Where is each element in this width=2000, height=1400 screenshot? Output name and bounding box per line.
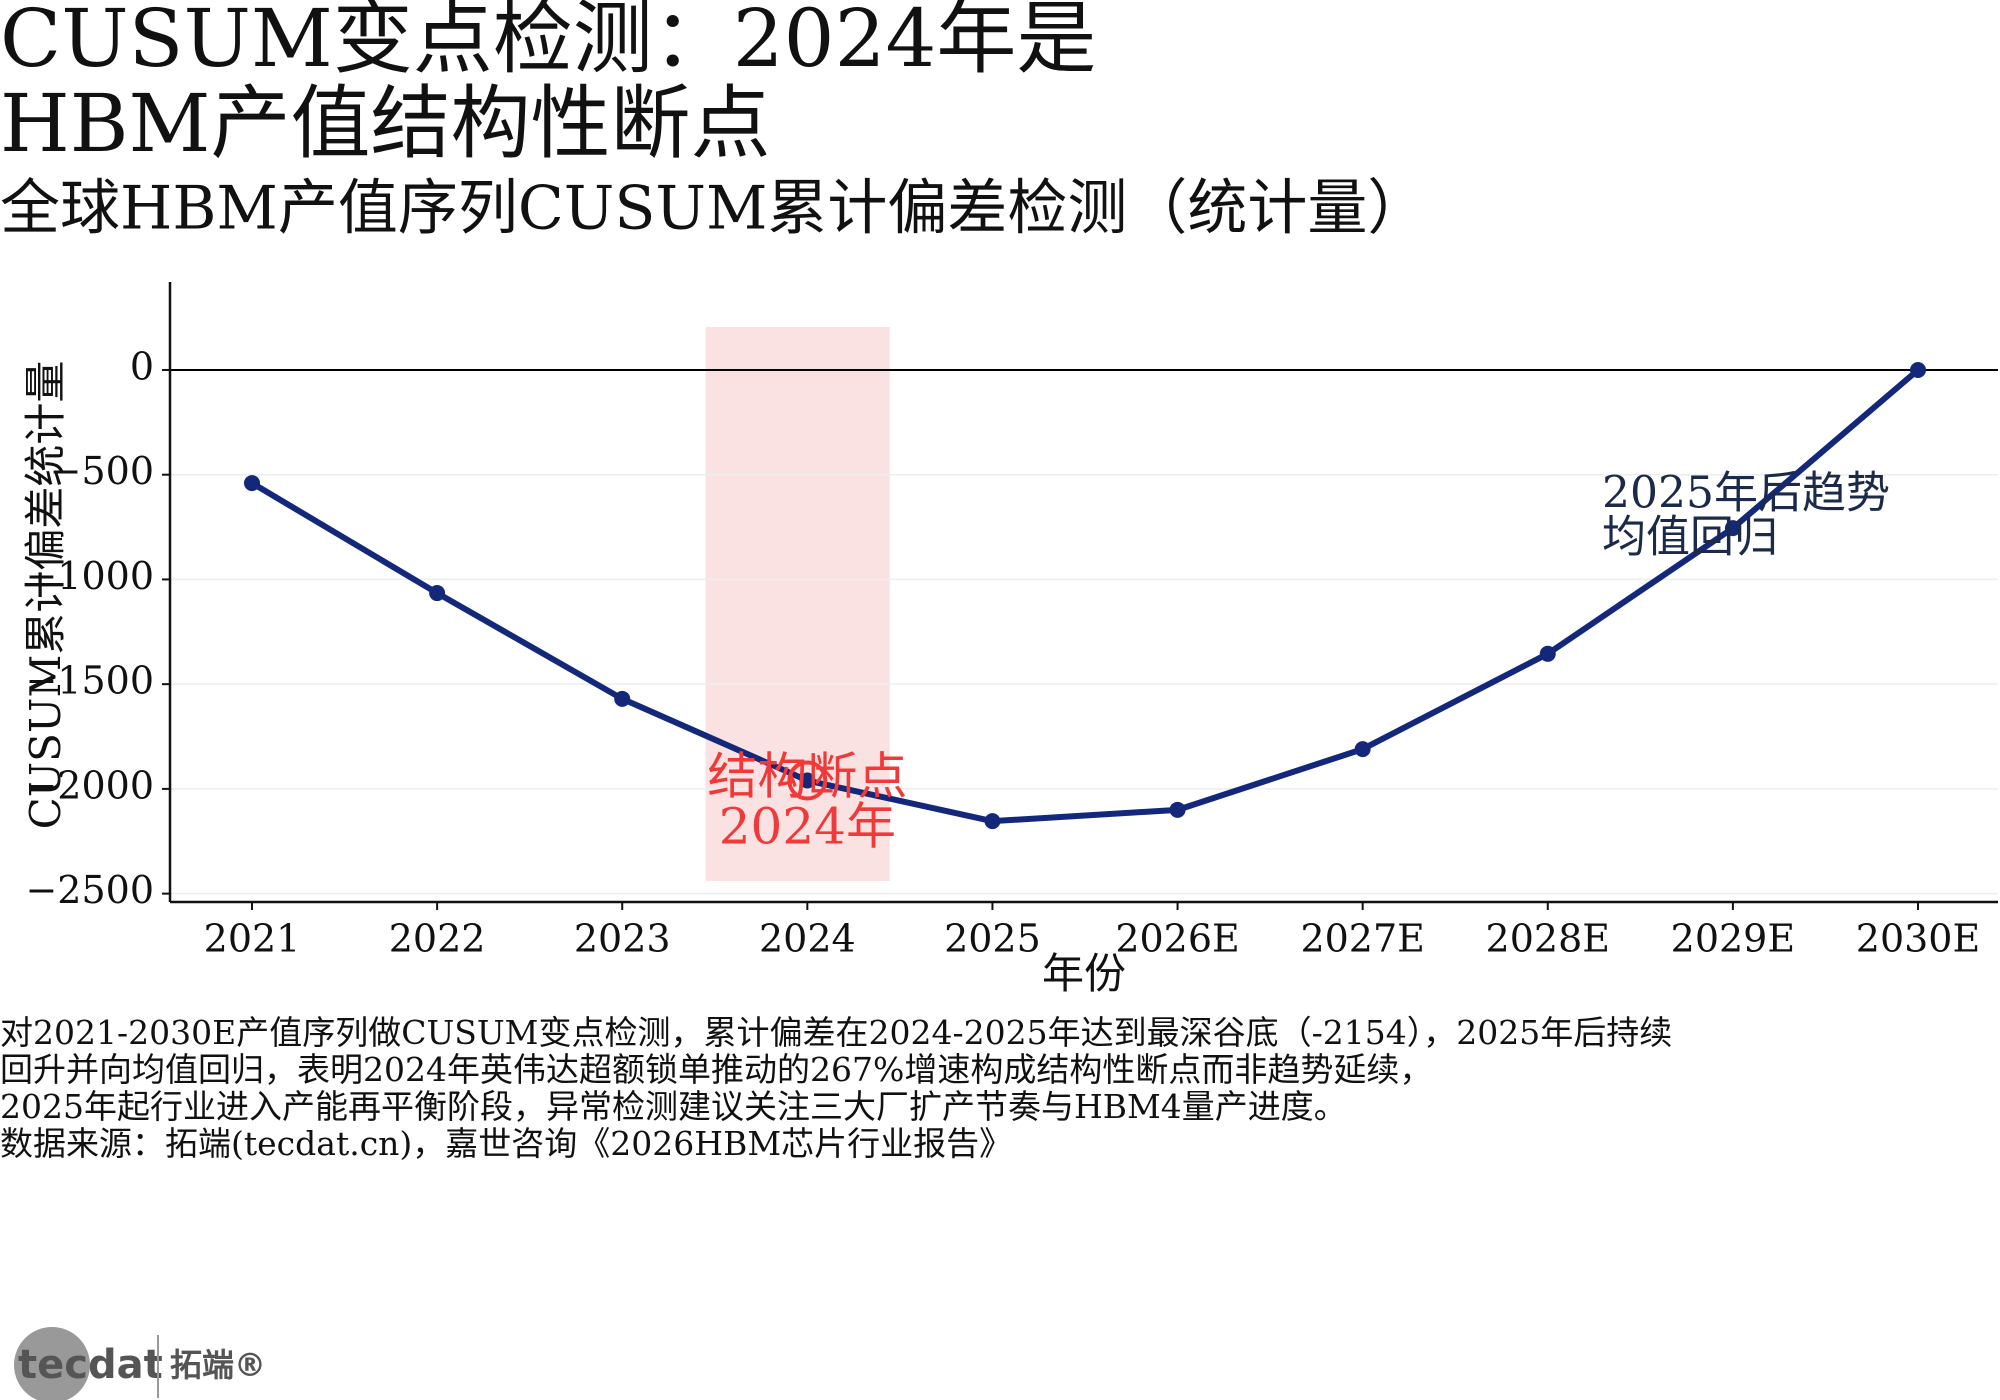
- y-tick-label: −1000: [25, 554, 154, 598]
- line: [250, 367, 1920, 825]
- y-tick-label: 0: [130, 344, 154, 388]
- x-axis-label: 年份: [1042, 949, 1126, 998]
- x-tick-label: 2027E: [1300, 917, 1424, 961]
- point: [244, 475, 260, 492]
- logo-name: 拓端®: [170, 1346, 266, 1384]
- point: [1539, 645, 1556, 662]
- x-tick-label: 2023: [574, 917, 671, 961]
- point: [799, 772, 816, 789]
- y-tick-label: −1500: [25, 659, 154, 703]
- y-tick-label: −500: [50, 449, 154, 493]
- point: [1910, 361, 1926, 378]
- note: 回升并向均值回归，表明2024年英伟达超额锁单推动的267%增速构成结构性断点而…: [0, 1050, 1432, 1089]
- note: 数据来源：拓端(tecdat.cn)，嘉世咨询《2026HBM芯片行业报告》: [0, 1124, 1012, 1163]
- y-tick-label: −2000: [25, 763, 154, 807]
- annotation: 结构断点: [707, 748, 907, 806]
- annotation: 均值回归: [1602, 512, 1778, 563]
- note: 对2021-2030E产值序列做CUSUM变点检测，累计偏差在2024-2025…: [0, 1013, 1672, 1052]
- x-tick-label: 2021: [204, 917, 301, 961]
- chart-title: CUSUM变点检测：2024年是: [0, 0, 1096, 85]
- point: [984, 813, 1001, 830]
- point: [1724, 520, 1741, 537]
- logo: tecdat 拓端®: [14, 1327, 266, 1400]
- point: [1354, 741, 1371, 758]
- x-tick-label: 2029E: [1671, 917, 1795, 961]
- chart-subtitle: 全球HBM产值序列CUSUM累计偏差检测（统计量）: [0, 174, 1427, 244]
- x-tick-label: 2024: [759, 917, 856, 961]
- y-tick-label: −2500: [25, 868, 154, 912]
- logo-brand: tecdat: [18, 1342, 163, 1388]
- point: [429, 585, 446, 602]
- annotation: 2025年后趋势: [1602, 468, 1890, 519]
- note: 2025年起行业进入产能再平衡阶段，异常检测建议关注三大厂扩产节奏与HBM4量产…: [0, 1087, 1347, 1126]
- notes: 对2021-2030E产值序列做CUSUM变点检测，累计偏差在2024-2025…: [0, 1013, 1672, 1163]
- x-tick-label: 2022: [389, 917, 486, 961]
- breakpoint-marker: [787, 760, 828, 801]
- x-tick-label: 2028E: [1486, 917, 1610, 961]
- logo-circle: [14, 1327, 90, 1400]
- point: [614, 690, 631, 707]
- x-tick-label: 2025: [944, 917, 1041, 961]
- y-axis-label: CUSUM累计偏差统计量: [21, 361, 70, 830]
- x-tick-label: 2026E: [1115, 917, 1239, 961]
- annotation: 2024年: [719, 798, 896, 856]
- chart-title: HBM产值结构性断点: [0, 77, 770, 170]
- point: [1169, 801, 1186, 818]
- x-tick-label: 2030E: [1856, 917, 1980, 961]
